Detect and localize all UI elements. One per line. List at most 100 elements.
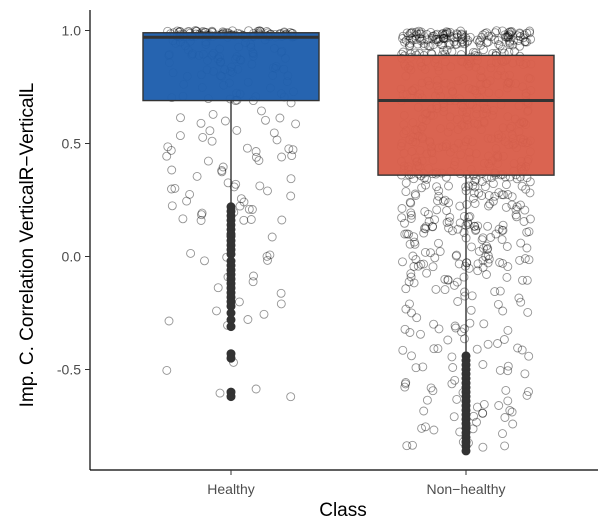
- jitter-point: [526, 34, 536, 44]
- jitter-point: [203, 156, 213, 166]
- jitter-point: [452, 30, 462, 40]
- jitter-point: [436, 40, 446, 49]
- jitter-point: [470, 199, 480, 208]
- jitter-point: [502, 242, 512, 251]
- jitter-point: [430, 215, 440, 225]
- jitter-point: [470, 176, 480, 186]
- jitter-point: [485, 199, 495, 209]
- jitter-point: [505, 30, 515, 40]
- jitter-point: [477, 235, 487, 245]
- jitter-point: [458, 37, 468, 47]
- jitter-point: [412, 29, 422, 39]
- jitter-point: [440, 29, 450, 39]
- jitter-point: [215, 388, 225, 398]
- jitter-point: [455, 201, 465, 211]
- jitter-point: [416, 29, 426, 39]
- jitter-point: [451, 39, 461, 49]
- jitter-point: [497, 225, 507, 235]
- jitter-point: [501, 385, 511, 395]
- jitter-point: [518, 275, 527, 285]
- jitter-point: [493, 299, 503, 309]
- jitter-point: [400, 37, 410, 47]
- jitter-point: [503, 366, 513, 376]
- jitter-point: [444, 198, 454, 208]
- jitter-point: [407, 351, 416, 361]
- jitter-point: [276, 288, 286, 298]
- jitter-point: [524, 351, 534, 361]
- jitter-point: [196, 118, 206, 128]
- jitter-point: [397, 204, 407, 213]
- jitter-point: [463, 219, 473, 229]
- jitter-point: [440, 274, 450, 284]
- jitter-point: [254, 156, 264, 165]
- jitter-point: [479, 45, 488, 55]
- jitter-point: [453, 297, 463, 306]
- jitter-point: [406, 272, 416, 282]
- jitter-point: [433, 37, 443, 47]
- jitter-point: [402, 229, 412, 239]
- jitter-point: [509, 35, 518, 45]
- jitter-point: [495, 365, 505, 375]
- jitter-point: [428, 386, 438, 396]
- jitter-point: [411, 255, 421, 264]
- jitter-point: [186, 248, 196, 258]
- outlier-point: [226, 322, 236, 332]
- jitter-point: [175, 131, 185, 141]
- jitter-point: [163, 142, 173, 152]
- jitter-point: [234, 297, 244, 307]
- jitter-point: [454, 259, 464, 269]
- jitter-point: [478, 262, 488, 272]
- jitter-point: [444, 217, 454, 227]
- jitter-point: [471, 226, 481, 235]
- jitter-point: [507, 200, 517, 210]
- jitter-point: [503, 31, 513, 41]
- jitter-point: [446, 32, 456, 42]
- jitter-point: [478, 360, 488, 369]
- jitter-point: [525, 26, 535, 36]
- jitter-point: [483, 221, 493, 231]
- jitter-point: [511, 210, 521, 220]
- jitter-point: [426, 27, 436, 37]
- jitter-point: [524, 227, 534, 237]
- outlier-point: [461, 446, 471, 456]
- jitter-point: [423, 41, 433, 51]
- jitter-point: [409, 232, 419, 242]
- jitter-point: [417, 423, 427, 433]
- jitter-point: [505, 36, 515, 46]
- jitter-point: [513, 343, 523, 353]
- jitter-point: [456, 32, 466, 42]
- jitter-point: [478, 30, 488, 40]
- jitter-point: [416, 36, 426, 46]
- jitter-point: [499, 335, 509, 344]
- jitter-point: [460, 334, 469, 344]
- jitter-point: [473, 259, 483, 269]
- jitter-point: [442, 218, 452, 227]
- jitter-point: [251, 147, 261, 156]
- jitter-point: [432, 205, 442, 215]
- jitter-point: [518, 33, 528, 43]
- jitter-point: [400, 218, 409, 228]
- jitter-point: [476, 40, 486, 50]
- jitter-point: [507, 27, 517, 36]
- jitter-point: [421, 180, 431, 190]
- jitter-point: [402, 28, 412, 38]
- jitter-point: [443, 28, 453, 38]
- jitter-point: [277, 215, 287, 225]
- jitter-point: [483, 251, 493, 261]
- jitter-point: [460, 39, 470, 49]
- jitter-point: [421, 222, 431, 232]
- jitter-point: [467, 242, 476, 252]
- jitter-point: [205, 126, 215, 136]
- jitter-point: [432, 182, 442, 192]
- jitter-point: [442, 29, 452, 39]
- jitter-point: [428, 40, 438, 50]
- jitter-point: [406, 208, 416, 218]
- jitter-point: [244, 204, 254, 214]
- jitter-point: [166, 145, 176, 155]
- jitter-point: [232, 125, 242, 135]
- jitter-point: [198, 132, 208, 142]
- jitter-point: [490, 28, 500, 38]
- jitter-point: [438, 40, 448, 50]
- jitter-point: [515, 32, 525, 42]
- jitter-point: [426, 248, 435, 258]
